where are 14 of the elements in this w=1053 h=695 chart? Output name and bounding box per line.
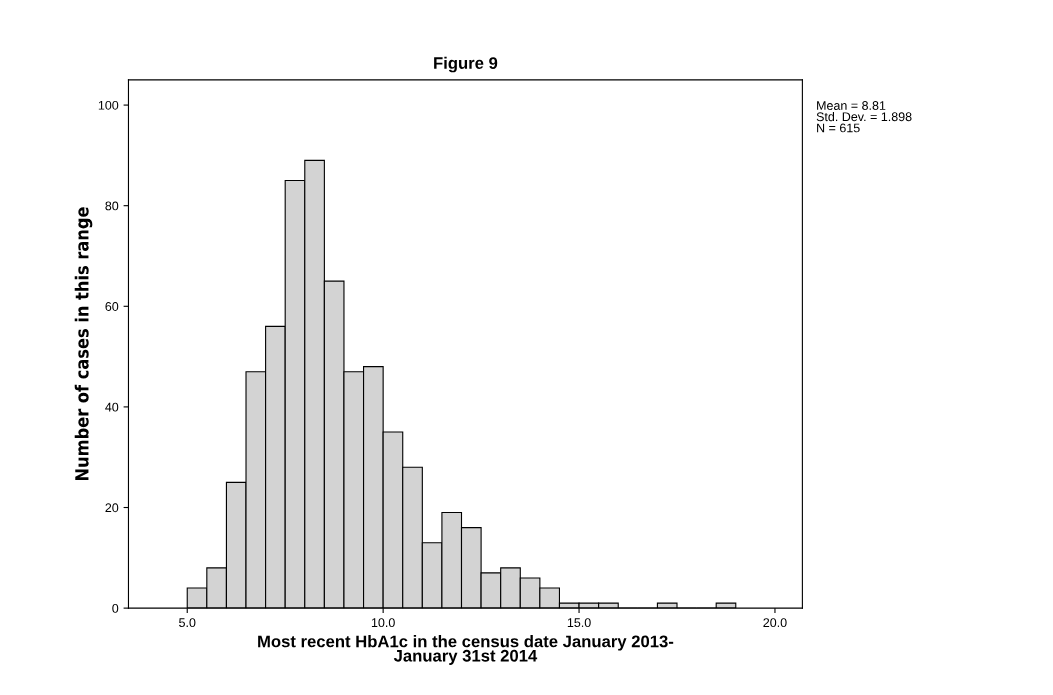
x-tick-label: 20.0: [763, 618, 787, 628]
chart-title: Figure 9: [434, 56, 498, 73]
x-tick-label: 10.0: [371, 618, 395, 628]
y-tick-label: 40: [105, 402, 119, 412]
text: Mean = 8.81 Std. Dev. = 1.898 N = 615: [816, 101, 912, 133]
y-tick-label: 100: [98, 100, 119, 110]
x-axis-title: Most recent HbA1c in the census date January 2013- January 31st 2014: [258, 635, 674, 665]
x-tick-label: 5.0: [179, 618, 196, 628]
x-tick-label: 15.0: [567, 618, 591, 628]
y-tick-label: 60: [105, 302, 119, 311]
y-axis-title: Number of cases in this range: [74, 207, 93, 481]
y-tick-label: 0: [112, 603, 119, 613]
y-tick-label: 20: [105, 503, 119, 513]
y-tick-label: 80: [105, 201, 119, 211]
